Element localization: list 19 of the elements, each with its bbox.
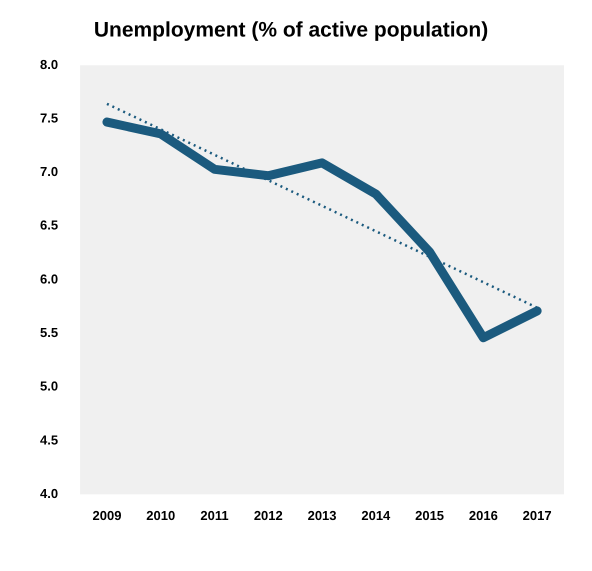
y-tick-label: 7.0 [40,164,58,180]
y-tick-label: 5.5 [40,325,58,340]
x-tick-label: 2014 [361,508,392,523]
y-tick-label: 4.5 [40,432,58,448]
x-tick-label: 2015 [415,508,444,523]
x-tick-label: 2012 [254,508,283,523]
x-tick-label: 2011 [200,508,229,523]
y-tick-label: 8.0 [40,56,58,72]
x-tick-label: 2009 [92,508,122,523]
y-tick-label: 7.5 [40,110,58,126]
y-tick-label: 4.0 [40,486,58,501]
y-tick-label: 6.5 [40,218,58,233]
y-tick-label: 5.0 [40,378,58,394]
x-tick-label: 2016 [468,508,498,523]
chart-title: Unemployment (% of active population) [94,18,488,42]
x-tick-label: 2010 [146,508,176,523]
x-tick-label: 2013 [308,508,336,523]
y-tick-label: 6.0 [40,271,58,286]
x-tick-label: 2017 [522,508,552,523]
